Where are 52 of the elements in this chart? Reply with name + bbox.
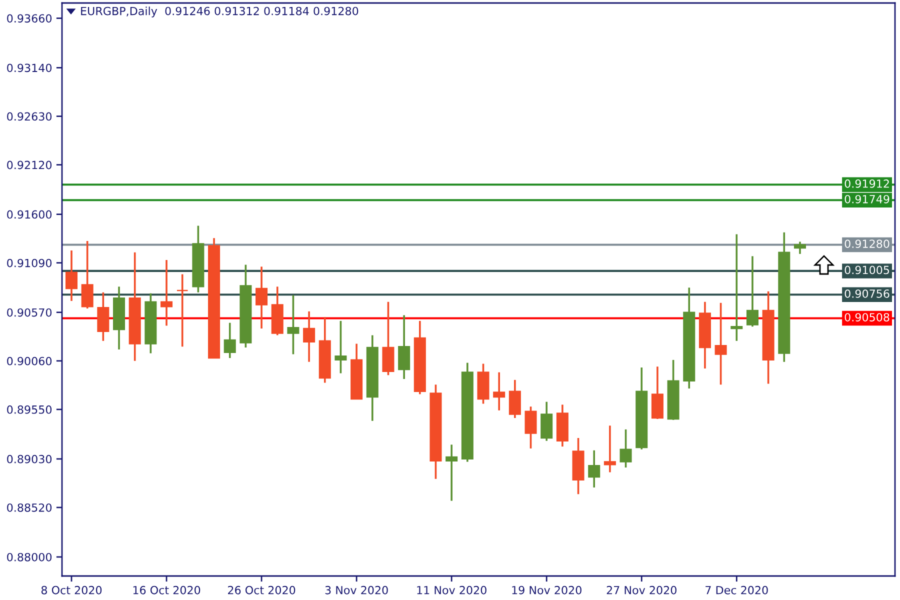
x-tick-label: 3 Nov 2020 (325, 586, 388, 594)
candlestick (620, 428, 632, 468)
y-tick-label: 0.90570 (7, 308, 52, 317)
y-tick-label: 0.88000 (7, 552, 52, 562)
candlestick (65, 250, 78, 302)
candlestick (714, 302, 727, 386)
candlestick (540, 400, 553, 442)
chart-title: EURGBP,Daily 0.91246 0.91312 0.91184 0.91280 (81, 6, 358, 18)
y-tick-label: 0.93660 (7, 14, 52, 23)
candlestick (176, 273, 188, 348)
x-tick-label: 19 Nov 2020 (512, 586, 582, 594)
candlestick (651, 366, 664, 420)
y-tick-label: 0.92630 (7, 112, 52, 121)
candlestick (508, 379, 521, 419)
candlestick (604, 424, 616, 474)
candlestick (588, 449, 600, 488)
y-tick-label: 0.93140 (7, 64, 52, 72)
candlestick (81, 240, 94, 310)
y-tick-label: 0.91600 (7, 210, 52, 219)
y-tick-label: 0.92120 (7, 160, 52, 170)
candlestick (256, 266, 268, 330)
ref-line-label: 0.91912 (844, 179, 889, 188)
x-tick-label: 11 Nov 2020 (417, 586, 486, 594)
y-tick-label: 0.91090 (7, 258, 52, 268)
candlestick (224, 322, 236, 359)
candlestick (730, 233, 743, 342)
y-tick-label: 0.89030 (7, 454, 52, 464)
ref-line-label: 0.90756 (844, 289, 890, 298)
candlestick (160, 259, 173, 327)
y-tick-label: 0.90060 (7, 356, 52, 366)
x-tick-label: 8 Oct 2020 (41, 586, 102, 594)
x-tick-label: 16 Oct 2020 (133, 586, 200, 594)
x-tick-label: 27 Nov 2020 (606, 586, 676, 594)
ref-line-label: 0.91005 (844, 266, 890, 274)
candlestick (794, 240, 806, 255)
candlestick (746, 255, 758, 328)
candlestick (524, 406, 537, 450)
candlestick (382, 300, 394, 376)
candlestick (97, 291, 110, 342)
x-tick-label: 7 Dec 2020 (706, 586, 768, 594)
candlestick (446, 444, 458, 502)
y-tick-label: 0.88520 (7, 503, 52, 512)
candlestick (334, 320, 347, 374)
candlestick (303, 310, 316, 363)
ref-line-label: 0.91280 (844, 240, 890, 248)
candlestick (493, 371, 506, 412)
y-tick-label: 0.89550 (7, 405, 52, 414)
candlestick (287, 294, 300, 356)
candlestick (398, 314, 410, 380)
ref-line-label: 0.90508 (844, 313, 890, 322)
x-tick-label: 26 Oct 2020 (228, 586, 296, 594)
ref-line-label: 0.91749 (844, 194, 890, 204)
